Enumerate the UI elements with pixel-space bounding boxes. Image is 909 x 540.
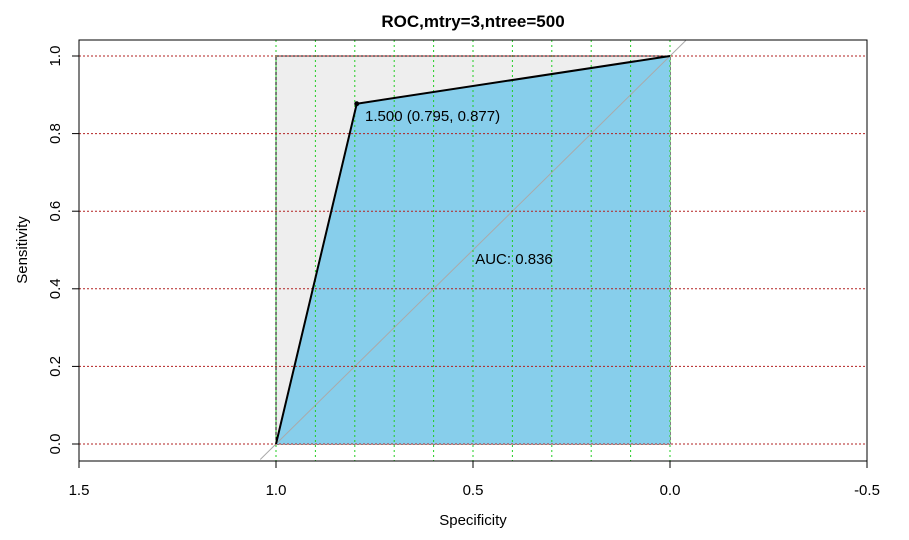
x-tick-label: 1.5: [69, 482, 90, 499]
y-tick-label: 0.8: [47, 123, 64, 144]
x-tick-label: 0.5: [463, 482, 484, 499]
auc-label: AUC: 0.836: [475, 251, 553, 268]
chart-title: ROC,mtry=3,ntree=500: [381, 12, 564, 31]
y-tick-label: 0.4: [47, 278, 64, 299]
x-tick-label: 0.0: [660, 482, 681, 499]
grid-layer: [79, 40, 867, 461]
curve-layer: [275, 55, 671, 445]
y-tick-label: 0.2: [47, 356, 64, 377]
y-tick-label: 1.0: [47, 46, 64, 67]
threshold-label: 1.500 (0.795, 0.877): [365, 108, 500, 125]
x-tick-label: 1.0: [266, 482, 287, 499]
threshold-point: [354, 101, 360, 107]
y-tick-label: 0.6: [47, 201, 64, 222]
x-axis-label: Specificity: [439, 512, 507, 529]
x-tick-label: -0.5: [854, 482, 880, 499]
y-axis-label: Sensitivity: [14, 216, 31, 284]
y-tick-label: 0.0: [47, 434, 64, 455]
axes-layer: 1.5 1.0 0.5 0.0 -0.5 0.0 0.2 0.4 0.6 0.8 1.0: [47, 39, 880, 499]
